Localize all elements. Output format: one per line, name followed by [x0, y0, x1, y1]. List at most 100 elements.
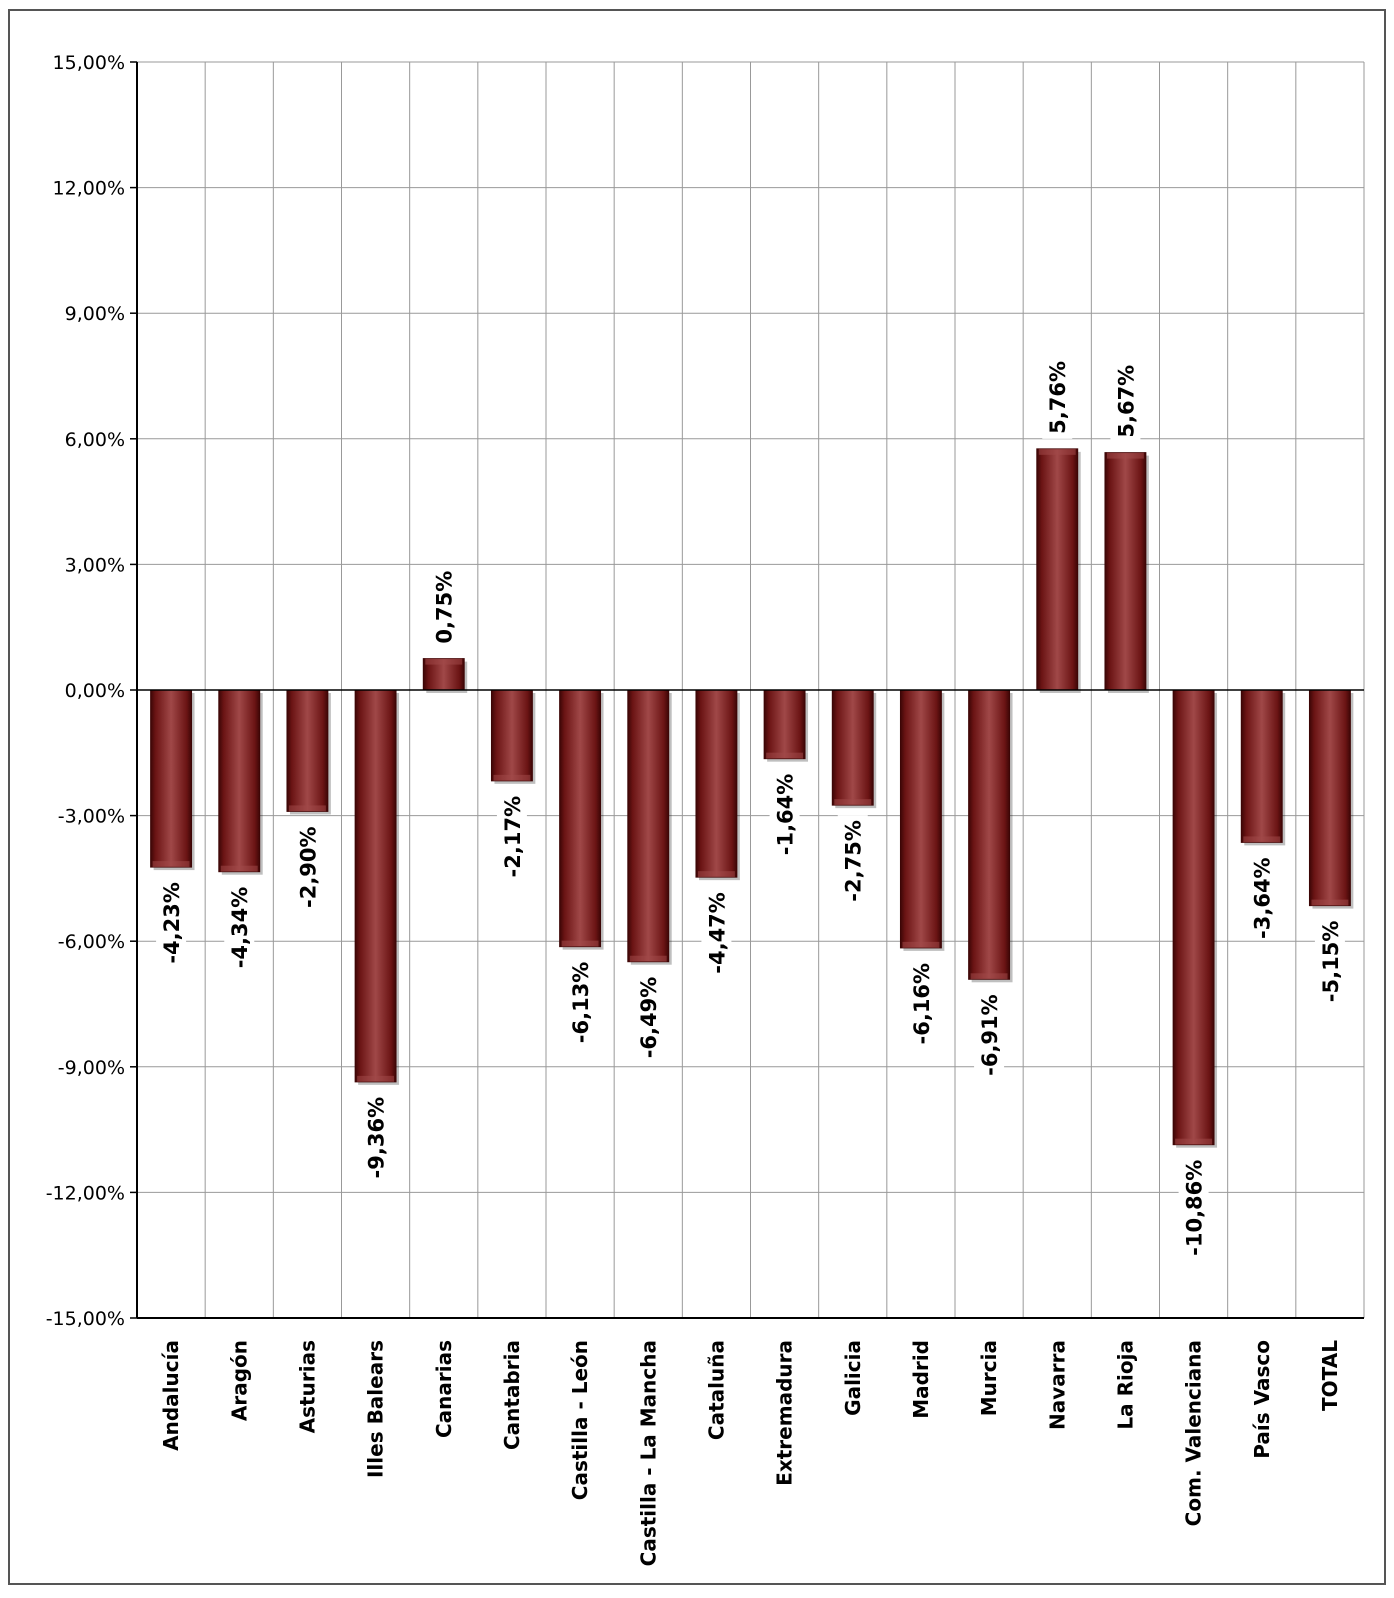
y-tick-label: -9,00%: [58, 1057, 125, 1079]
bar-bevel: [357, 1075, 395, 1082]
data-labels: -4,23% -4,34% -2,90% -9,36% 0,75% -2,17% -6,13…: [156, 361, 1345, 1256]
data-label-text: -2,90%: [296, 826, 320, 908]
data-label-text: -5,15%: [1319, 921, 1343, 1003]
data-label-bg: [565, 956, 596, 1042]
data-label: -1,64%: [769, 768, 800, 856]
data-label-text: -6,13%: [569, 962, 593, 1044]
data-label-bg: [837, 815, 868, 901]
x-tick-labels: Andalucía Aragón Asturias Illes Balears Cana…: [159, 1340, 1342, 1567]
x-tick-label: TOTAL: [1318, 1340, 1342, 1411]
data-label-bg: [905, 957, 936, 1043]
bar: [899, 689, 942, 949]
bar-bevel: [766, 752, 804, 759]
x-tick-label: Madrid: [909, 1340, 933, 1419]
bar: [627, 689, 670, 963]
x-tick-label: Aragón: [227, 1340, 251, 1421]
data-label: 5,76%: [1042, 361, 1073, 439]
bar-bevel: [1038, 448, 1076, 455]
bar-bevel: [493, 774, 531, 781]
bars: [150, 448, 1354, 1148]
bar-bevel: [1243, 836, 1281, 843]
data-label-bg: [360, 1091, 391, 1177]
data-label: -2,90%: [292, 821, 323, 908]
x-tick-label: País Vasco: [1250, 1340, 1274, 1459]
bar: [150, 689, 193, 868]
bar-bevel: [970, 973, 1008, 980]
x-tick-label: Murcia: [977, 1340, 1001, 1416]
data-label-bg: [974, 989, 1005, 1075]
x-tick-label: La Rioja: [1113, 1340, 1137, 1430]
data-label-bg: [156, 877, 187, 963]
bar-bevel: [425, 658, 463, 665]
bar-bevel: [220, 865, 258, 872]
bar: [1104, 452, 1147, 691]
data-label-bg: [1314, 915, 1345, 1001]
data-label-bg: [633, 971, 664, 1057]
data-label: 0,75%: [428, 571, 459, 649]
data-label: -6,13%: [565, 956, 596, 1044]
data-label-bg: [1178, 1154, 1209, 1253]
data-label-text: -4,34%: [228, 887, 252, 969]
data-label-bg: [1246, 852, 1277, 938]
bar: [763, 689, 806, 760]
data-label-text: -4,23%: [160, 882, 184, 964]
bar: [1308, 689, 1351, 907]
data-label: -2,75%: [837, 815, 868, 902]
bar: [354, 689, 397, 1083]
x-tick-label: Canarias: [432, 1340, 456, 1438]
data-label-text: 5,76%: [1046, 361, 1070, 434]
y-tick-label: 0,00%: [65, 680, 125, 702]
bar: [286, 689, 329, 812]
y-tick-labels: 15,00% 12,00% 9,00% 6,00% 3,00% 0,00% -3,00% -6…: [46, 52, 125, 1330]
bar-bevel: [697, 871, 735, 878]
data-label-bg: [769, 768, 800, 854]
bar-bevel: [288, 805, 326, 812]
bar-bevel: [1311, 899, 1349, 906]
bar: [831, 689, 874, 806]
data-label: 5,67%: [1110, 365, 1141, 443]
bar-bevel: [834, 799, 872, 806]
y-tick-label: 3,00%: [65, 554, 125, 576]
data-label: -4,34%: [224, 881, 255, 969]
data-label: -6,91%: [974, 989, 1005, 1076]
bar-bevel: [561, 940, 599, 947]
x-tick-label: Illes Balears: [364, 1340, 388, 1478]
data-label-text: -2,75%: [842, 820, 866, 902]
data-label-text: -3,64%: [1251, 857, 1275, 939]
data-label-text: -2,17%: [501, 796, 525, 878]
y-tick-label: -3,00%: [58, 806, 125, 828]
bar-bevel: [1175, 1138, 1213, 1145]
y-tick-label: 9,00%: [65, 303, 125, 325]
bar-bevel: [629, 955, 667, 962]
bar: [490, 689, 533, 782]
bar: [559, 689, 602, 948]
x-tick-label: Castilla - La Mancha: [636, 1340, 660, 1566]
data-label-text: 5,67%: [1114, 365, 1138, 438]
data-label-text: -1,64%: [774, 774, 798, 856]
bar-bevel: [152, 861, 190, 868]
data-label-text: -4,47%: [705, 892, 729, 974]
data-label-text: -10,86%: [1183, 1160, 1207, 1256]
bar: [1172, 689, 1215, 1146]
y-tick-label: 6,00%: [65, 429, 125, 451]
x-tick-label: Cantabria: [500, 1340, 524, 1450]
data-label-bg: [496, 790, 527, 876]
data-label-bg: [292, 821, 323, 907]
bar: [1240, 689, 1283, 843]
data-label: -3,64%: [1246, 852, 1277, 939]
y-tick-label: 15,00%: [53, 52, 125, 74]
data-label-bg: [1110, 370, 1141, 443]
data-label-bg: [1042, 366, 1073, 439]
data-label-text: -9,36%: [365, 1097, 389, 1179]
data-label-bg: [701, 887, 732, 973]
data-label: -10,86%: [1178, 1154, 1209, 1256]
x-tick-label: Castilla - León: [568, 1340, 592, 1500]
data-label-text: 0,75%: [433, 571, 457, 644]
x-tick-label: Extremadura: [773, 1340, 797, 1486]
bar-bevel: [902, 941, 940, 948]
data-label: -4,23%: [156, 877, 187, 964]
data-label: -6,16%: [905, 957, 936, 1044]
bar: [1036, 448, 1079, 691]
